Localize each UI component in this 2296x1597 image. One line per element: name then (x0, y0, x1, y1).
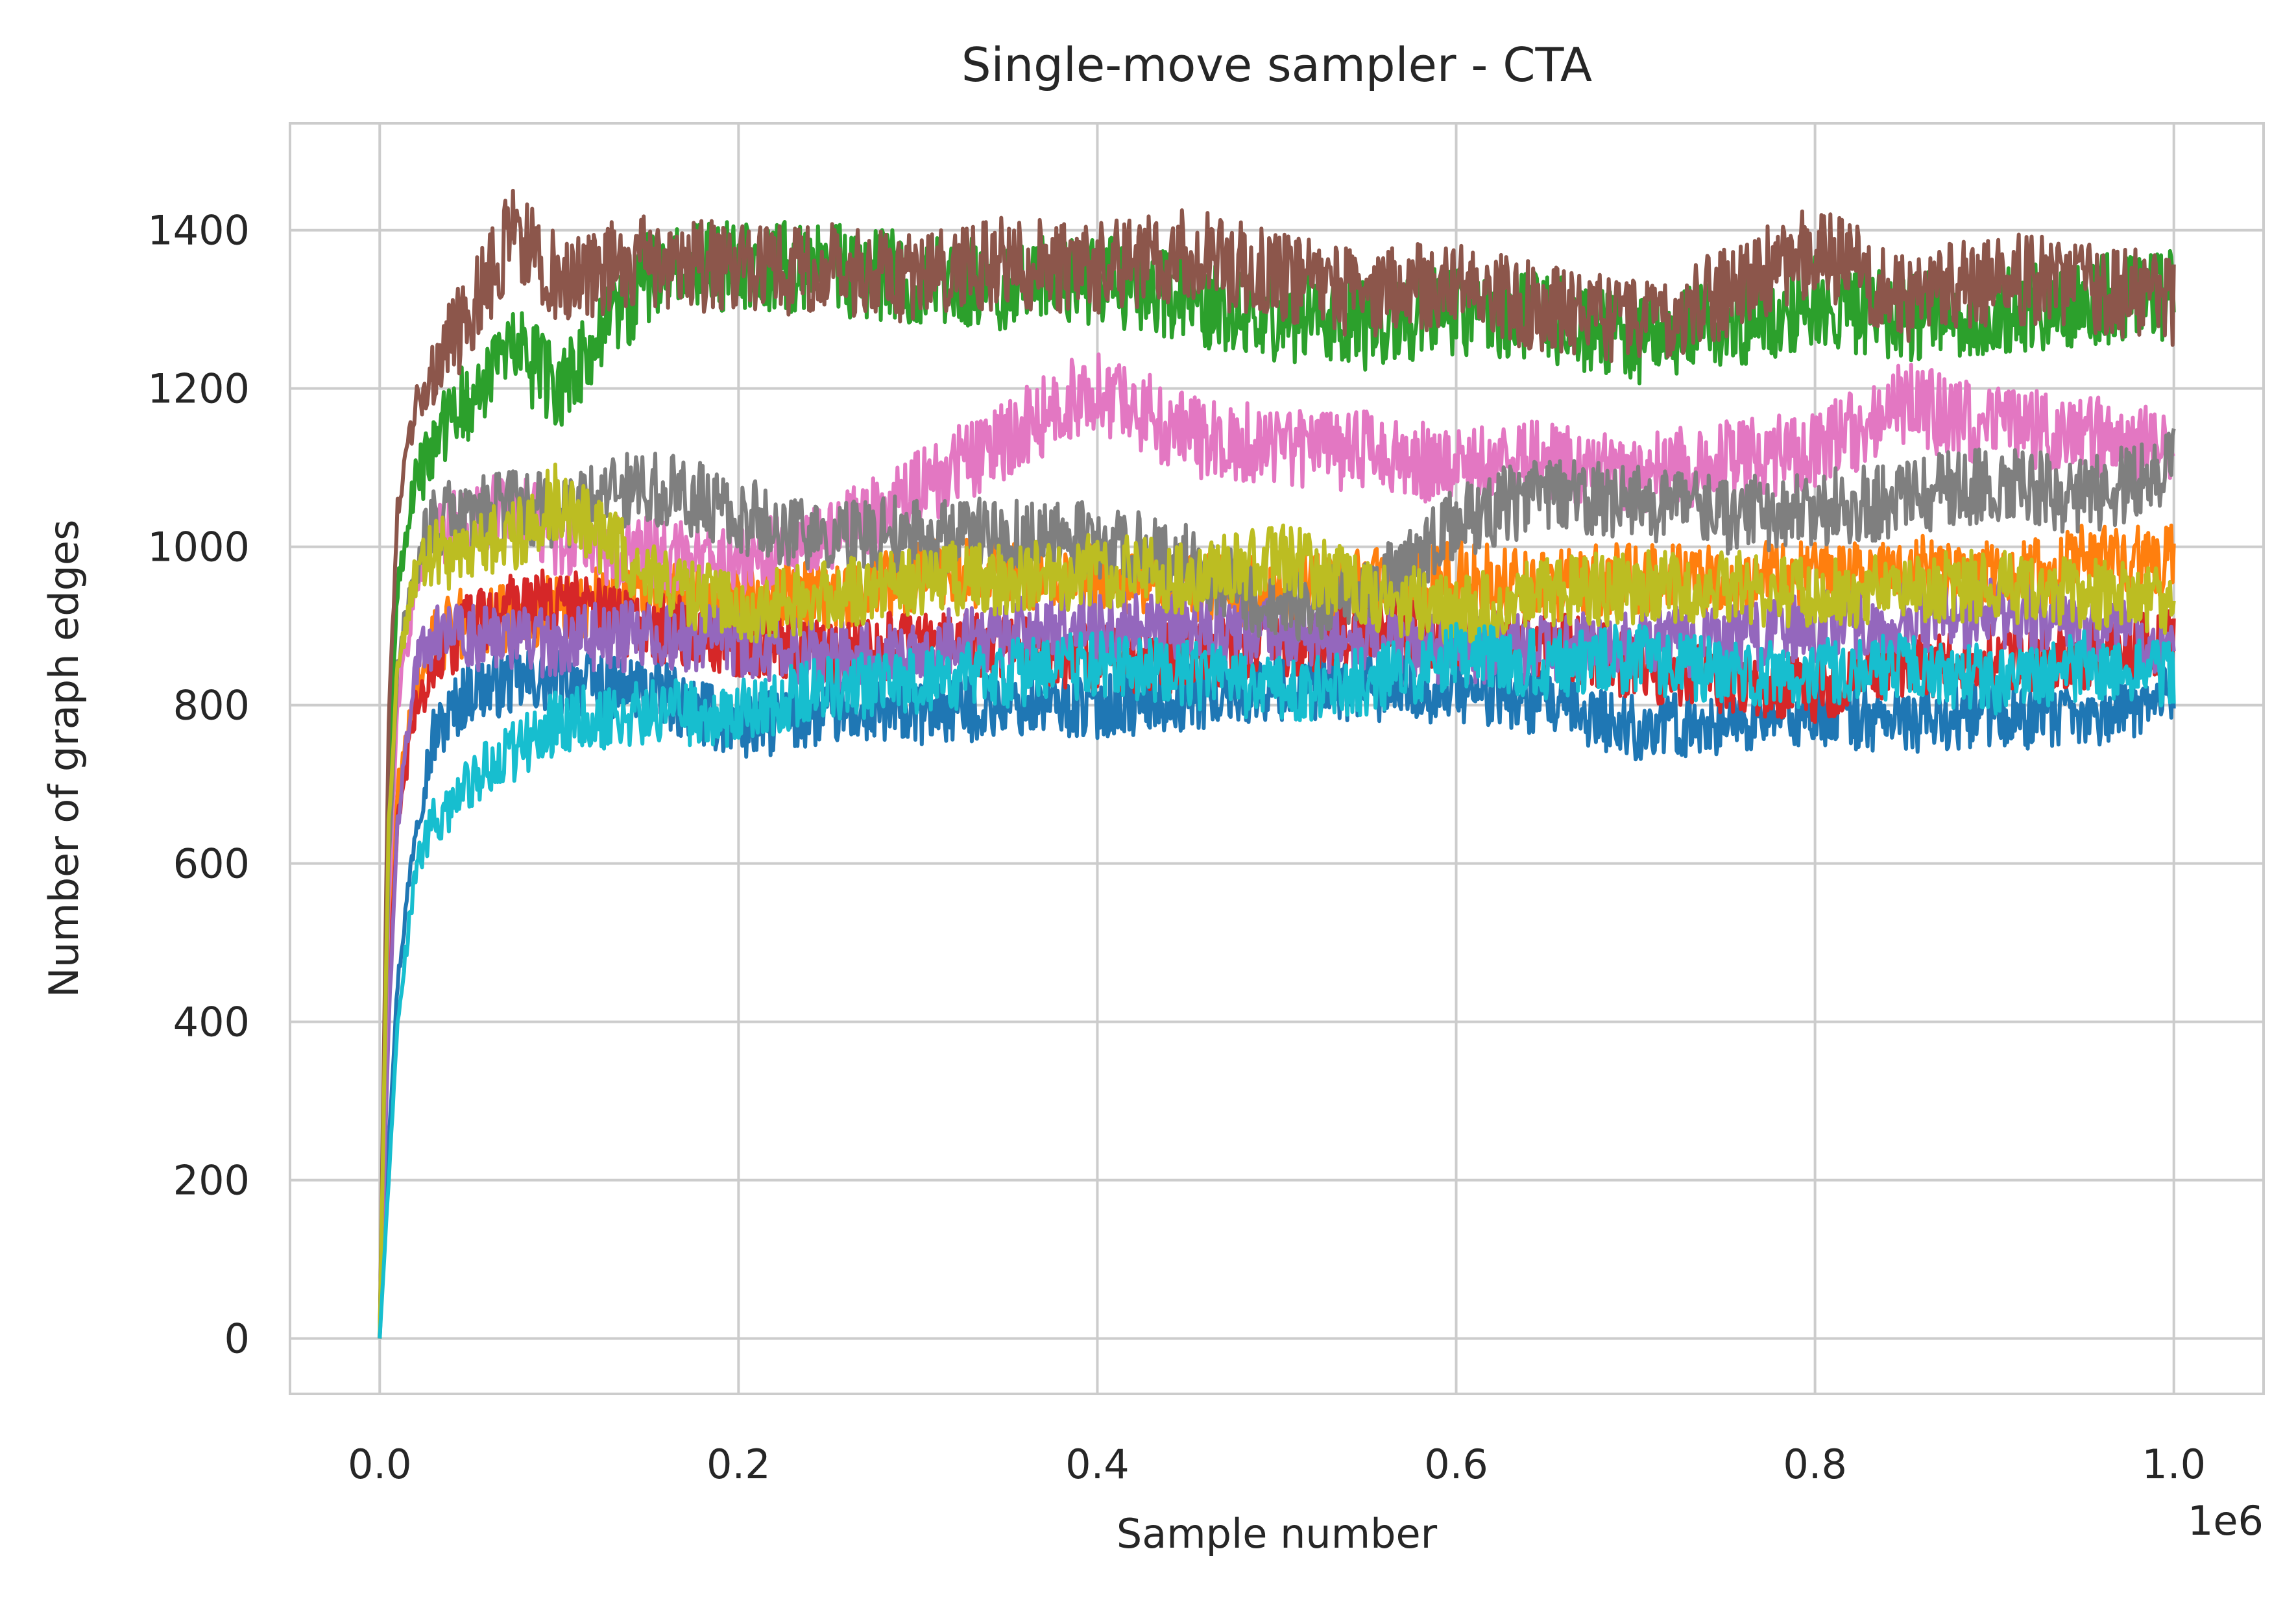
x-tick-label: 1.0 (2142, 1441, 2206, 1488)
y-tick-label: 1400 (147, 207, 250, 254)
y-axis-label: Number of graph edges (40, 520, 88, 998)
y-tick-label: 1000 (147, 524, 250, 571)
x-tick-label: 0.0 (348, 1441, 412, 1488)
series-line (378, 428, 2176, 1339)
y-tick-label: 400 (173, 999, 250, 1046)
x-axis-offset-label: 1e6 (2188, 1497, 2264, 1544)
chart-title: Single-move sampler - CTA (961, 38, 1592, 92)
series-line (378, 352, 2176, 1339)
y-tick-label: 1200 (147, 365, 250, 413)
grid (290, 123, 2264, 1394)
y-tick-labels: 0 200 400 600 800 1000 1200 1400 (147, 207, 250, 1363)
x-axis-label: Sample number (1117, 1510, 1438, 1557)
y-tick-label: 0 (224, 1315, 250, 1363)
series-line (378, 188, 2176, 1339)
x-tick-label: 0.4 (1065, 1441, 1130, 1488)
series-layer (378, 188, 2176, 1339)
x-tick-label: 0.2 (707, 1441, 771, 1488)
y-tick-label: 800 (173, 682, 250, 729)
series-line (378, 622, 2176, 1339)
series-line (378, 462, 2176, 1339)
x-tick-label: 0.6 (1424, 1441, 1488, 1488)
y-tick-label: 200 (173, 1157, 250, 1204)
x-tick-label: 0.8 (1783, 1441, 1847, 1488)
y-tick-label: 600 (173, 840, 250, 888)
x-tick-labels: 0.0 0.2 0.4 0.6 0.8 1.0 (348, 1441, 2206, 1488)
